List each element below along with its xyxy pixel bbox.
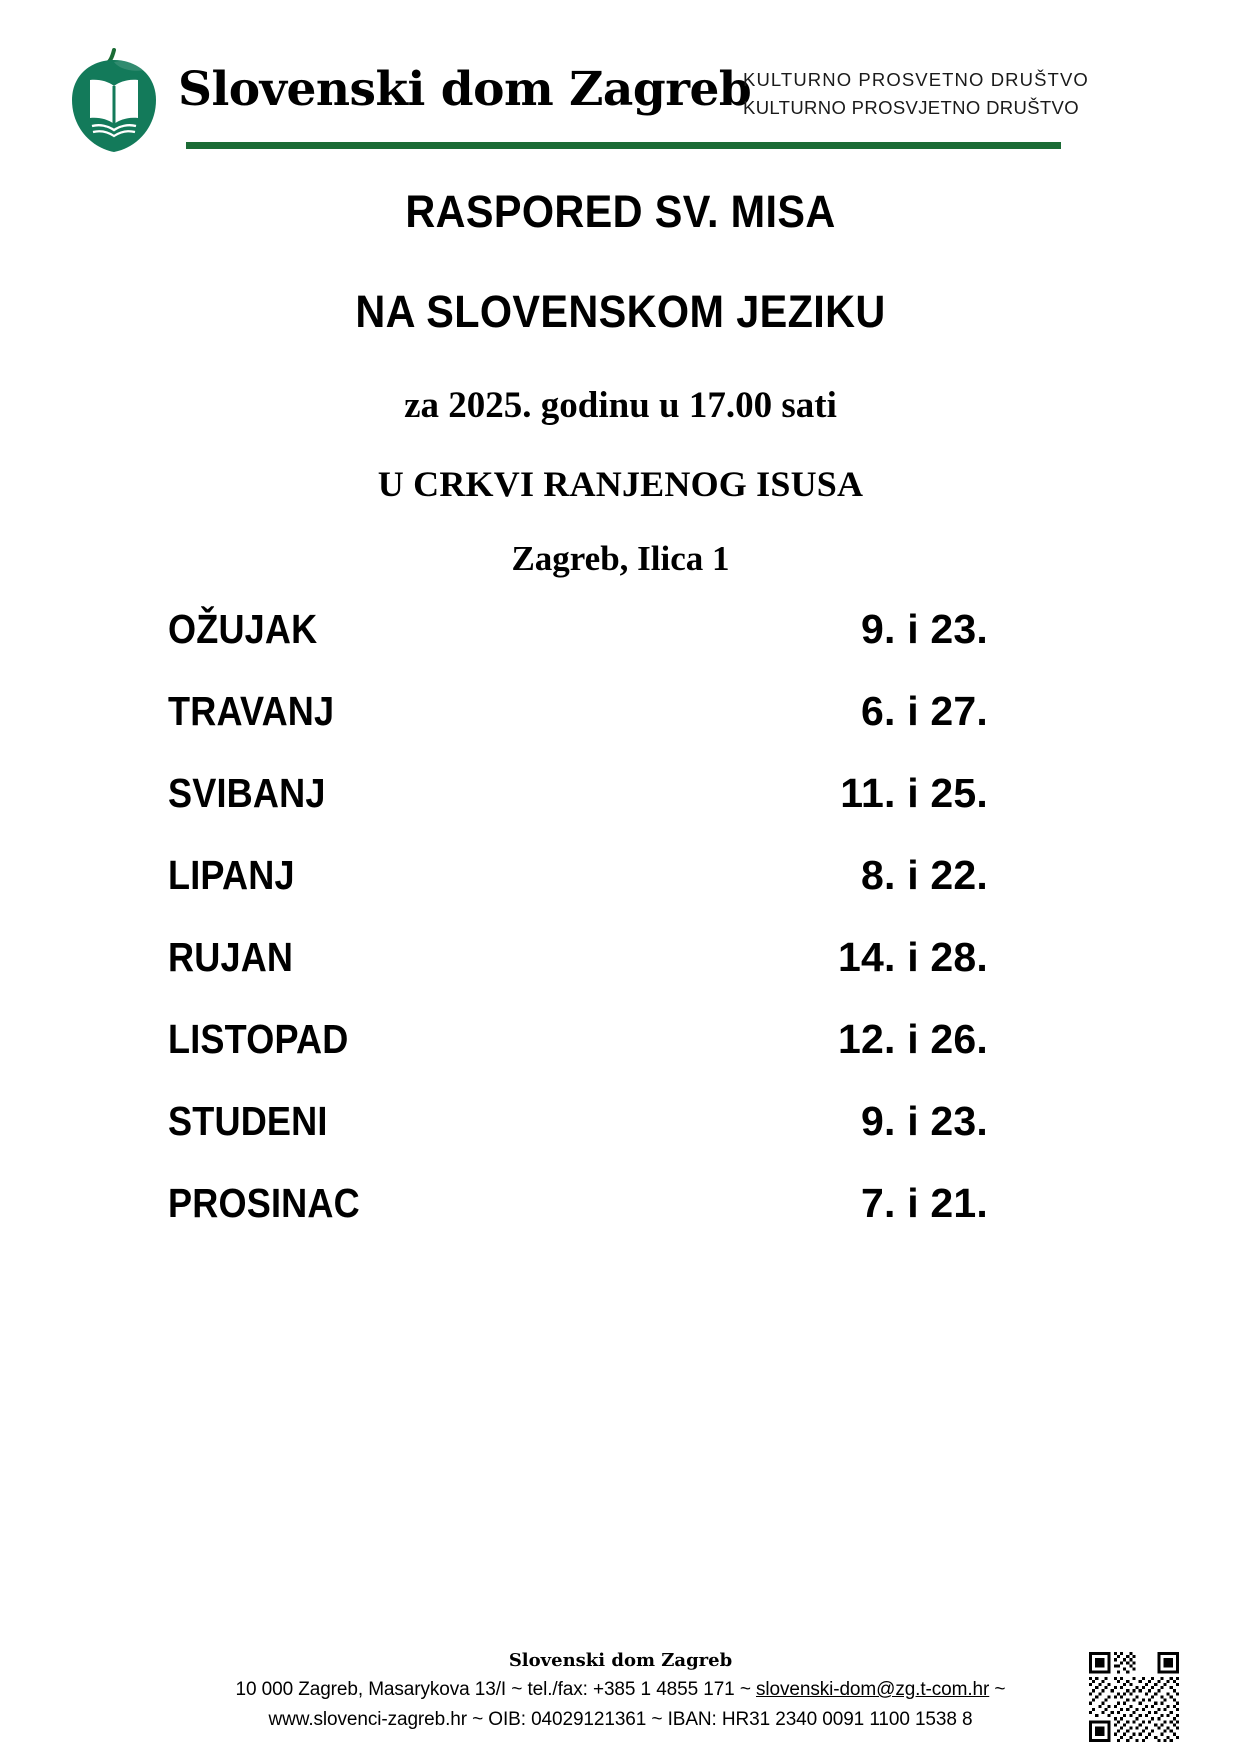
subtitle-slovene: KULTURNO PROSVETNO DRUŠTVO: [743, 69, 1089, 90]
schedule-row: OŽUJAK 9. i 23.: [168, 606, 988, 688]
footer-org-name: Slovenski dom Zagreb: [508, 1650, 733, 1671]
schedule-row: TRAVANJ 6. i 27.: [168, 688, 988, 770]
page-footer: Slovenski dom Zagreb 10 000 Zagreb, Masa…: [0, 1650, 1241, 1735]
month-label: LIPANJ: [168, 852, 295, 898]
dates-value: 9. i 23.: [861, 606, 988, 652]
footer-web-oib-iban: www.slovenci-zagreb.hr ~ OIB: 0402912136…: [268, 1709, 973, 1730]
month-label: TRAVANJ: [168, 688, 335, 734]
month-label: RUJAN: [168, 934, 294, 980]
month-label: OŽUJAK: [168, 606, 318, 652]
poster-title-line-1: RASPORED SV. MISA: [405, 186, 836, 237]
month-label: PROSINAC: [168, 1180, 360, 1226]
schedule-row: LISTOPAD 12. i 26.: [168, 1016, 988, 1098]
footer-email-link[interactable]: slovenski-dom@zg.t-com.hr: [756, 1679, 990, 1700]
title-block: RASPORED SV. MISA NA SLOVENSKOM JEZIKU z…: [0, 186, 1241, 579]
schedule-row: RUJAN 14. i 28.: [168, 934, 988, 1016]
schedule-row: STUDENI 9. i 23.: [168, 1098, 988, 1180]
organization-subtitle: KULTURNO PROSVETNO DRUŠTVO KULTURNO PROS…: [743, 66, 1089, 122]
organization-title: Slovenski dom Zagreb: [178, 62, 752, 117]
header-divider: [186, 142, 1061, 149]
footer-line1-suffix: ~: [989, 1679, 1006, 1700]
poster-subtitle-address: Zagreb, Ilica 1: [511, 539, 730, 578]
dates-value: 6. i 27.: [861, 688, 988, 734]
subtitle-croatian: KULTURNO PROSVJETNO DRUŠTVO: [743, 97, 1079, 118]
dates-value: 14. i 28.: [838, 934, 988, 980]
poster-title-line-2: NA SLOVENSKOM JEZIKU: [355, 286, 886, 337]
dates-value: 8. i 22.: [861, 852, 988, 898]
month-label: STUDENI: [168, 1098, 328, 1144]
page-header: Slovenski dom Zagreb KULTURNO PROSVETNO …: [60, 42, 1089, 154]
schedule-row: LIPANJ 8. i 22.: [168, 852, 988, 934]
dates-value: 9. i 23.: [861, 1098, 988, 1144]
poster-subtitle-church: U CRKVI RANJENOG ISUSA: [377, 464, 864, 504]
month-label: SVIBANJ: [168, 770, 326, 816]
mass-schedule-list: OŽUJAK 9. i 23. TRAVANJ 6. i 27. SVIBANJ…: [168, 606, 988, 1262]
schedule-row: PROSINAC 7. i 21.: [168, 1180, 988, 1262]
footer-contact-line: 10 000 Zagreb, Masarykova 13/I ~ tel./fa…: [0, 1675, 1241, 1705]
month-label: LISTOPAD: [168, 1016, 349, 1062]
dates-value: 7. i 21.: [861, 1180, 988, 1226]
dates-value: 11. i 25.: [840, 770, 988, 816]
qr-code-icon: [1089, 1652, 1179, 1742]
leaf-book-logo-icon: [60, 42, 168, 154]
poster-subtitle-year-time: za 2025. godinu u 17.00 sati: [404, 385, 837, 426]
schedule-row: SVIBANJ 11. i 25.: [168, 770, 988, 852]
dates-value: 12. i 26.: [838, 1016, 988, 1062]
footer-address-phone: 10 000 Zagreb, Masarykova 13/I ~ tel./fa…: [235, 1679, 756, 1700]
